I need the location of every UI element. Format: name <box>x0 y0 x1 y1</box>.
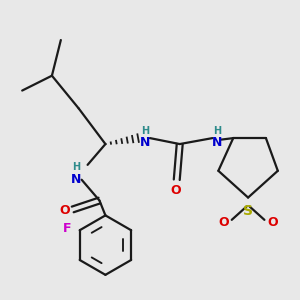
Text: H: H <box>213 126 221 136</box>
Text: S: S <box>243 204 253 218</box>
Text: N: N <box>140 136 151 149</box>
Text: O: O <box>267 216 278 229</box>
Text: O: O <box>59 204 70 218</box>
Text: N: N <box>212 136 222 149</box>
Text: O: O <box>218 216 229 229</box>
Text: H: H <box>142 126 150 136</box>
Text: F: F <box>63 222 71 235</box>
Text: N: N <box>70 172 81 186</box>
Text: O: O <box>170 184 181 196</box>
Text: H: H <box>72 162 80 172</box>
